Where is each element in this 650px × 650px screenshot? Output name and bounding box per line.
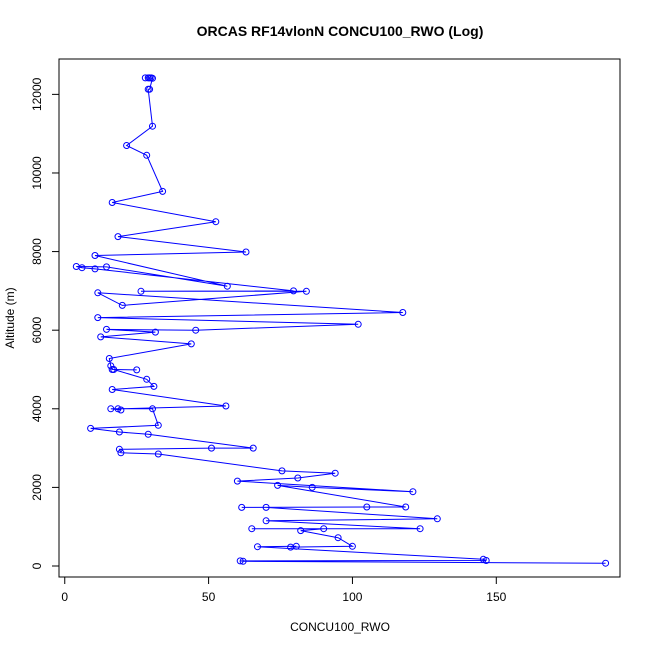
data-point — [239, 557, 247, 565]
data-point — [348, 542, 356, 550]
data-point — [254, 543, 261, 551]
data-point — [262, 503, 270, 511]
data-point — [409, 488, 417, 496]
data-point — [110, 366, 118, 373]
data-point — [115, 445, 123, 453]
data-point — [91, 252, 99, 259]
data-point — [78, 264, 86, 272]
y-tick-label: 6000 — [30, 317, 44, 344]
x-axis: 0 50 100 150 — [61, 576, 507, 604]
x-tick-label: 100 — [342, 590, 362, 604]
data-point — [91, 265, 99, 273]
data-point — [108, 199, 116, 206]
data-point — [297, 527, 305, 535]
plot-area-frame — [58, 58, 621, 578]
data-point — [212, 218, 220, 226]
y-tick-label: 10000 — [30, 156, 44, 190]
data-point — [144, 85, 152, 93]
data-point — [87, 424, 95, 432]
series-line — [76, 77, 606, 564]
data-point — [236, 557, 244, 565]
data-point — [144, 74, 152, 82]
data-point — [308, 483, 316, 491]
data-point — [154, 450, 162, 458]
data-point — [133, 366, 141, 374]
data-point — [302, 287, 310, 295]
data-point — [97, 333, 105, 341]
data-point — [107, 405, 115, 413]
series-layer — [72, 74, 610, 567]
data-point — [114, 233, 122, 241]
data-point — [159, 187, 167, 195]
data-point — [117, 406, 125, 414]
y-axis-label: Altitude (m) — [3, 287, 17, 348]
data-point — [137, 287, 145, 295]
data-point — [222, 402, 230, 410]
y-axis: 0 2000 4000 6000 8000 10000 12000 — [30, 77, 60, 569]
data-point — [187, 340, 195, 348]
data-point — [238, 503, 246, 511]
x-tick-label: 150 — [486, 590, 506, 604]
data-point — [192, 326, 200, 334]
data-point — [103, 263, 110, 271]
data-point — [416, 525, 424, 533]
data-point — [117, 449, 125, 457]
data-point — [208, 444, 215, 452]
data-point — [320, 525, 328, 533]
data-point — [249, 444, 257, 452]
data-point — [402, 503, 410, 511]
data-point — [354, 320, 362, 328]
data-point — [233, 477, 241, 485]
data-point — [223, 282, 231, 290]
data-point — [143, 151, 151, 159]
data-point — [115, 428, 123, 436]
data-point — [334, 534, 342, 542]
data-point — [149, 405, 156, 413]
data-point — [151, 328, 159, 336]
data-point — [290, 287, 297, 295]
data-point — [242, 248, 250, 256]
data-point — [143, 375, 151, 383]
x-axis-label: CONCU100_RWO — [290, 620, 390, 634]
data-point — [108, 386, 116, 393]
data-point — [123, 142, 131, 149]
data-point — [292, 542, 300, 550]
data-point — [274, 481, 282, 489]
y-tick-label: 8000 — [30, 238, 44, 265]
x-tick-label: 0 — [61, 590, 68, 604]
data-point — [141, 74, 149, 82]
data-point — [278, 467, 286, 475]
data-point — [602, 559, 610, 567]
data-point — [154, 421, 162, 429]
data-point — [294, 474, 302, 482]
data-point — [149, 122, 156, 130]
data-point — [103, 325, 110, 333]
data-point — [482, 557, 490, 564]
data-point — [105, 355, 113, 362]
data-point — [433, 515, 441, 523]
data-point — [118, 301, 126, 309]
data-point — [150, 382, 158, 390]
data-point — [94, 314, 102, 322]
data-point — [399, 309, 407, 316]
data-point — [248, 525, 256, 533]
chart-title: ORCAS RF14vlonN CONCU100_RWO (Log) — [197, 23, 484, 39]
y-tick-label: 12000 — [30, 77, 44, 111]
data-point — [144, 430, 152, 438]
data-point — [363, 503, 371, 511]
y-tick-label: 4000 — [30, 395, 44, 422]
data-point — [331, 469, 339, 477]
y-tick-label: 0 — [30, 562, 44, 569]
y-tick-label: 2000 — [30, 474, 44, 501]
data-point — [149, 74, 156, 82]
data-point — [262, 517, 270, 525]
data-point — [94, 289, 102, 297]
x-tick-label: 50 — [202, 590, 216, 604]
